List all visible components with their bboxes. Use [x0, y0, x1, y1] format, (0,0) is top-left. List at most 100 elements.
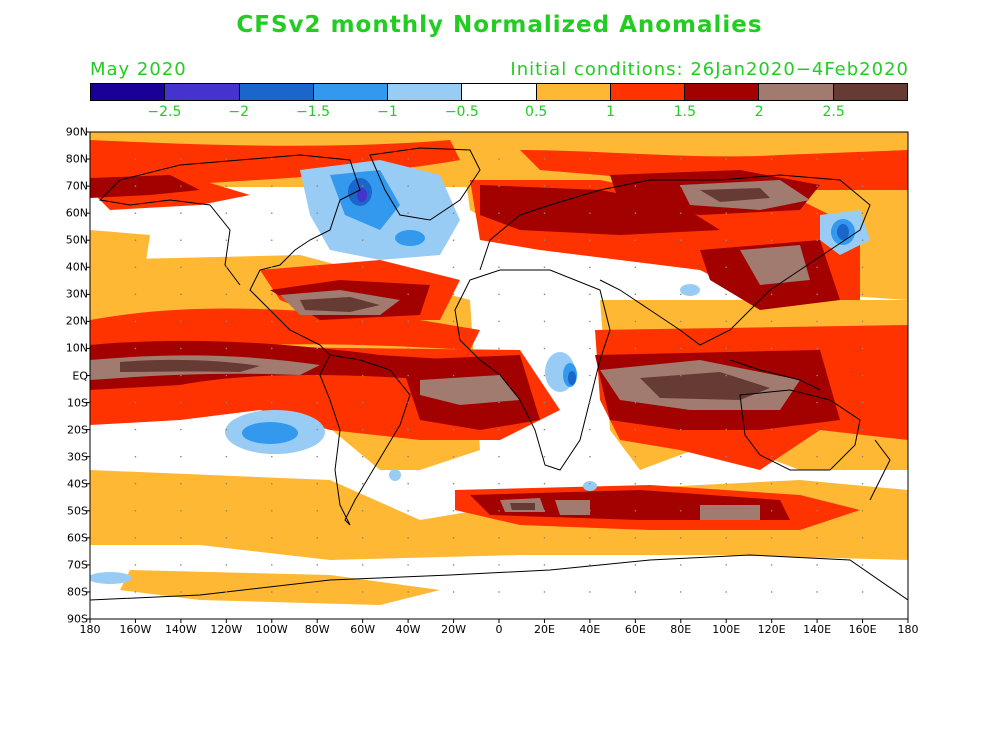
- grid-dot: [270, 401, 273, 404]
- grid-dot: [543, 401, 546, 404]
- grid-dot: [407, 401, 409, 404]
- grid-dot: [770, 320, 773, 323]
- grid-dot: [589, 401, 591, 404]
- grid-dot: [361, 591, 364, 593]
- grid-dot: [816, 537, 818, 539]
- grid-dot: [498, 374, 500, 377]
- grid-dot: [134, 266, 137, 269]
- grid-dot: [270, 185, 273, 187]
- grid-dot: [498, 428, 500, 431]
- grid-dot: [134, 239, 137, 242]
- grid-dot: [816, 320, 818, 323]
- longitude-label: 0: [495, 623, 503, 636]
- grid-dot: [679, 455, 682, 458]
- grid-dot: [498, 293, 500, 296]
- grid-dot: [861, 564, 864, 566]
- grid-dot: [861, 347, 864, 350]
- grid-dot: [270, 266, 273, 269]
- grid-dot: [316, 537, 319, 539]
- colorbar-cell: [462, 84, 537, 100]
- grid-dot: [316, 320, 319, 323]
- grid-dot: [770, 482, 773, 485]
- grid-dot: [679, 509, 682, 512]
- grid-dot: [634, 374, 637, 377]
- grid-dots: [134, 158, 864, 593]
- grid-dot: [861, 266, 864, 269]
- grid-dot: [361, 509, 364, 512]
- grid-dot: [770, 212, 773, 214]
- grid-dot: [361, 537, 364, 539]
- grid-dot: [180, 347, 182, 350]
- grid-dot: [498, 401, 500, 404]
- colorbar-cell: [610, 84, 686, 100]
- grid-dot: [452, 347, 455, 350]
- colorbar-cell: [91, 84, 166, 100]
- grid-dot: [589, 212, 591, 214]
- grid-dot: [407, 455, 409, 458]
- map-title: CFSv2 monthly Normalized Anomalies: [236, 12, 763, 38]
- grid-dot: [180, 320, 182, 323]
- grid-dot: [679, 320, 682, 323]
- grid-dot: [589, 455, 591, 458]
- grid-dot: [770, 374, 773, 377]
- grid-dot: [225, 293, 228, 296]
- longitude-label: 180: [79, 623, 101, 636]
- grid-dot: [361, 564, 364, 566]
- grid-dot: [452, 564, 455, 566]
- grid-dot: [816, 347, 818, 350]
- grid-dot: [816, 564, 818, 566]
- colorbar-cell: [239, 84, 314, 100]
- grid-dot: [316, 591, 319, 593]
- grid-dot: [270, 158, 273, 160]
- grid-dot: [770, 347, 773, 350]
- grid-dot: [316, 239, 319, 242]
- grid-dot: [816, 509, 818, 512]
- grid-dot: [134, 401, 137, 404]
- grid-dot: [316, 347, 319, 350]
- grid-dot: [634, 320, 637, 323]
- grid-dot: [452, 212, 455, 214]
- grid-dot: [270, 374, 273, 377]
- grid-dot: [725, 158, 728, 160]
- grid-dot: [634, 537, 637, 539]
- grid-dot: [543, 212, 546, 214]
- grid-dot: [270, 482, 273, 485]
- grid-dot: [498, 158, 500, 160]
- grid-dot: [861, 158, 864, 160]
- grid-dot: [679, 428, 682, 431]
- colorbar-label: −2: [228, 104, 250, 120]
- grid-dot: [180, 158, 182, 160]
- grid-dot: [316, 509, 319, 512]
- grid-dot: [498, 455, 500, 458]
- latitude-label: EQ: [72, 369, 88, 382]
- grid-dot: [770, 158, 773, 160]
- grid-dot: [725, 455, 728, 458]
- grid-dot: [589, 509, 591, 512]
- grid-dot: [180, 266, 182, 269]
- grid-dot: [225, 185, 228, 187]
- grid-dot: [225, 239, 228, 242]
- grid-dot: [361, 455, 364, 458]
- grid-dot: [725, 320, 728, 323]
- latitude-label: 90N: [65, 125, 88, 139]
- grid-dot: [225, 537, 228, 539]
- grid-dot: [861, 428, 864, 431]
- latitude-label: 80N: [65, 152, 88, 166]
- latitude-label: 20S: [67, 423, 88, 437]
- grid-dot: [180, 401, 182, 404]
- grid-dot: [180, 537, 182, 539]
- latitude-label: 10S: [67, 396, 88, 410]
- initial-conditions-label: Initial conditions: 26Jan2020−4Feb2020: [510, 59, 909, 80]
- grid-dot: [361, 320, 364, 323]
- grid-dot: [679, 591, 682, 593]
- grid-dot: [452, 509, 455, 512]
- grid-dot: [407, 266, 409, 269]
- grid-dot: [225, 320, 228, 323]
- grid-dot: [725, 239, 728, 242]
- grid-dot: [770, 591, 773, 593]
- grid-dot: [180, 564, 182, 566]
- grid-dot: [134, 374, 137, 377]
- grid-dot: [634, 158, 637, 160]
- grid-dot: [180, 455, 182, 458]
